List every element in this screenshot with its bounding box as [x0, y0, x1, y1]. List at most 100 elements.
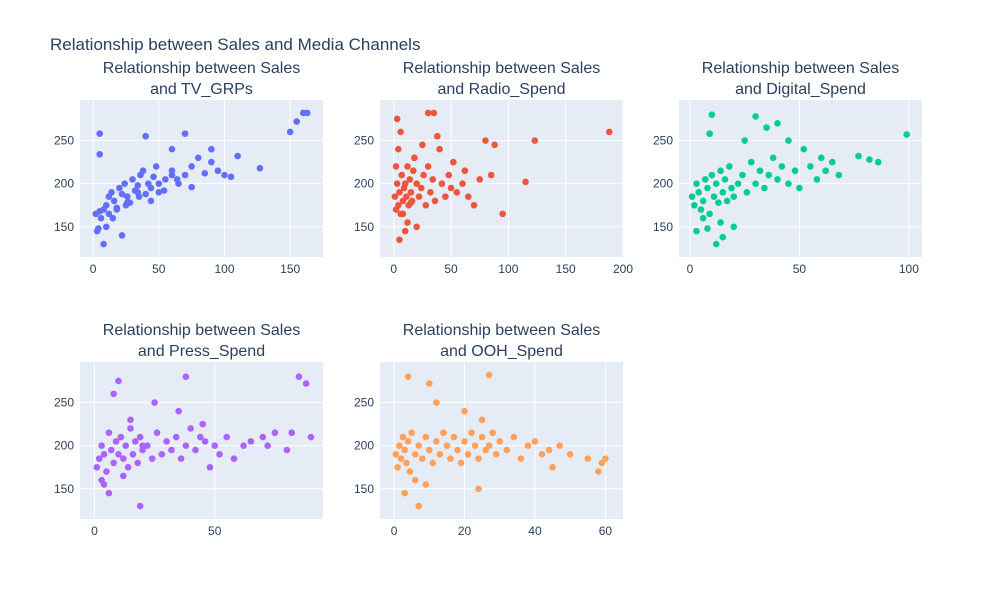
scatter-point [173, 176, 181, 183]
y-tick-label: 150 [54, 482, 74, 496]
scatter-point [406, 176, 414, 183]
scatter-point [464, 451, 472, 458]
y-tick-label: 250 [354, 134, 374, 148]
scatter-point [482, 137, 489, 144]
scatter-point [903, 131, 910, 138]
scatter-point [234, 152, 241, 160]
y-tick-label: 200 [354, 177, 374, 191]
scatter-point [427, 189, 434, 196]
subplot-title-line: Relationship between Sales [103, 322, 300, 339]
scatter-point [415, 193, 423, 200]
scatter-point [424, 109, 432, 117]
subplot-2: 0 50 100 150 200 150 200 250 Relationship betwee… [354, 60, 633, 276]
scatter-point [404, 219, 411, 226]
scatter-point [710, 193, 718, 200]
scatter-point [855, 152, 862, 160]
scatter-point [459, 180, 466, 187]
scatter-point [391, 193, 399, 200]
scatter-point [408, 429, 415, 437]
scatter-point [113, 206, 121, 213]
scatter-point [394, 463, 401, 471]
scatter-points [392, 371, 609, 510]
scatter-point [708, 111, 716, 118]
y-tick-label: 150 [354, 482, 374, 496]
scatter-point [453, 189, 461, 196]
scatter-point [429, 459, 437, 467]
scatter-point [510, 433, 518, 441]
y-tick-label: 150 [54, 220, 74, 234]
scatter-point [117, 433, 125, 441]
scatter-point [115, 451, 122, 458]
scatter-point [411, 476, 419, 484]
scatter-point [151, 399, 158, 406]
scatter-point [496, 438, 504, 445]
scatter-point [175, 407, 182, 415]
y-tick-label: 250 [54, 134, 74, 148]
scatter-point [392, 451, 400, 458]
scatter-point [98, 476, 105, 484]
scatter-point [158, 451, 166, 458]
scatter-point [399, 433, 407, 441]
scatter-point [144, 442, 151, 449]
scatter-point [393, 180, 401, 187]
scatter-point [110, 459, 117, 467]
x-tick-label: 0 [390, 262, 397, 276]
scatter-points [688, 111, 910, 248]
scatter-point [774, 119, 781, 127]
scatter-point [150, 173, 157, 181]
scatter-point [93, 463, 101, 471]
scatter-point [256, 164, 264, 172]
scatter-point [136, 433, 144, 441]
scatter-point [404, 373, 412, 380]
scatter-point [695, 189, 703, 196]
scatter-point [461, 407, 468, 415]
scatter-point [407, 199, 415, 206]
scatter-point [147, 197, 155, 205]
scatter-point [785, 180, 792, 187]
scatter-point [181, 130, 189, 137]
scatter-point [468, 429, 475, 437]
scatter-point [230, 455, 238, 462]
scatter-point [413, 223, 420, 231]
scatter-point [134, 459, 142, 467]
scatter-point [461, 167, 469, 175]
scatter-point [706, 210, 713, 218]
scatter-point [719, 233, 727, 241]
scatter-point [566, 451, 574, 458]
scatter-point [422, 481, 430, 488]
scatter-point [127, 416, 134, 424]
subplot-4: 0 50 150 200 250 Relationship between Sales an… [54, 322, 323, 538]
scatter-point [152, 163, 160, 170]
scatter-point [822, 167, 829, 175]
scatter-point [227, 173, 235, 181]
scatter-point [491, 141, 498, 149]
scatter-point [584, 455, 592, 462]
scatter-point [208, 145, 215, 153]
subplot-1: 0 50 100 150 150 200 250 Relationship between S… [54, 60, 323, 276]
scatter-point [708, 171, 716, 179]
scatter-point [293, 118, 301, 125]
y-tick-label: 250 [653, 134, 673, 148]
scatter-point [182, 442, 190, 449]
scatter-point [264, 442, 271, 449]
scatter-point [461, 438, 468, 445]
scatter-point [464, 193, 472, 200]
x-tick-label: 100 [899, 262, 919, 276]
scatter-point [419, 141, 426, 149]
x-tick-label: 50 [793, 262, 807, 276]
scatter-point [100, 240, 107, 248]
scatter-point [172, 433, 180, 441]
scatter-point [538, 451, 546, 458]
scatter-point [201, 170, 209, 177]
x-tick-label: 20 [458, 524, 472, 538]
subplot-title-line: Relationship between Sales [702, 60, 899, 77]
scatter-point [283, 446, 291, 454]
subplot-5: 0 20 40 60 150 200 250 Relationship between Sal… [354, 322, 623, 538]
scatter-point [110, 197, 118, 205]
scatter-point [445, 171, 453, 179]
scatter-point [450, 433, 458, 441]
scatter-point [399, 210, 407, 218]
scatter-point [719, 189, 727, 196]
scatter-point [188, 183, 195, 191]
scatter-point [401, 227, 409, 235]
